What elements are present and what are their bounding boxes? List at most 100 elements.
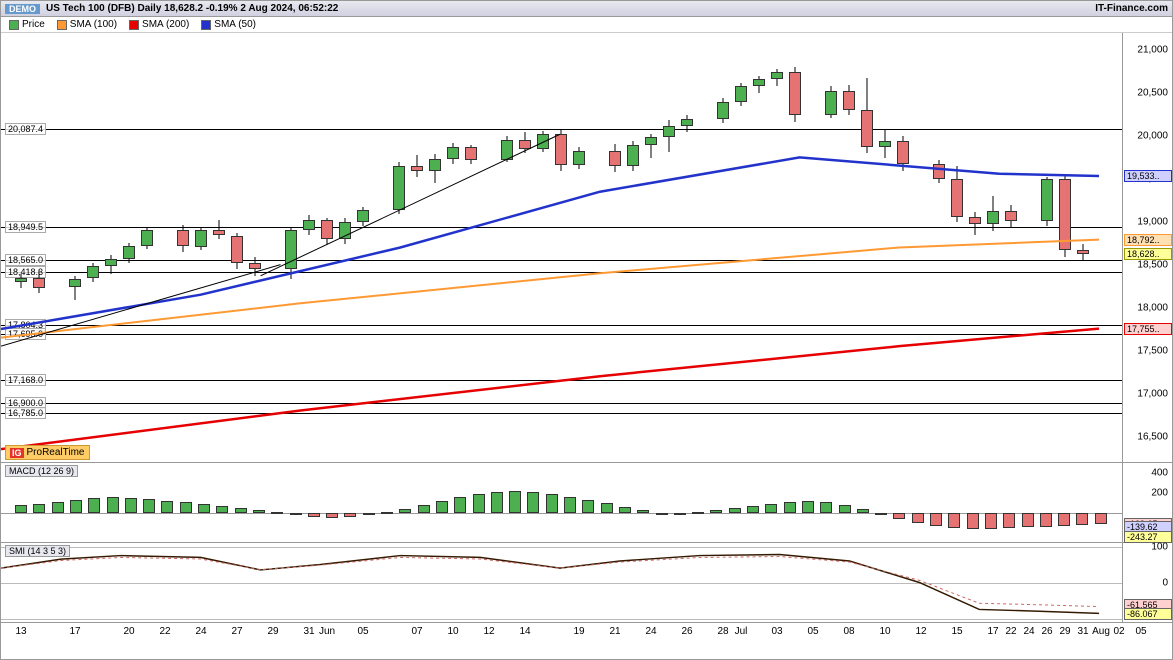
x-tick: Jul	[735, 626, 748, 637]
macd-bar	[1040, 513, 1052, 527]
macd-bar	[692, 512, 704, 514]
legend-sma50[interactable]: SMA (50)	[201, 19, 256, 30]
macd-bar	[875, 513, 887, 515]
macd-bar	[454, 497, 466, 513]
brand-label: IT-Finance.com	[1095, 3, 1168, 14]
macd-bar	[747, 506, 759, 513]
macd-bar	[125, 498, 137, 513]
x-tick: 12	[915, 626, 926, 637]
price-level-label: 18,418.3	[5, 266, 46, 278]
macd-bar	[15, 505, 27, 513]
horizontal-line	[1, 403, 1122, 404]
macd-bar	[271, 512, 283, 514]
x-tick: 29	[1059, 626, 1070, 637]
macd-bar	[216, 506, 228, 513]
x-tick: 10	[447, 626, 458, 637]
horizontal-line	[1, 227, 1122, 228]
legend-bar: Price SMA (100) SMA (200) SMA (50)	[1, 17, 1172, 33]
y-tick: 18,000	[1137, 303, 1168, 314]
y-tick: 17,500	[1137, 346, 1168, 357]
macd-bar	[948, 513, 960, 528]
price-level-label: 20,087.4	[5, 123, 46, 135]
x-tick: 20	[123, 626, 134, 637]
smi-y-axis: 0100-61.565-86.067	[1122, 543, 1172, 622]
macd-bar	[70, 500, 82, 513]
macd-bar	[88, 498, 100, 513]
demo-badge: DEMO	[5, 4, 40, 14]
x-tick: 02	[1113, 626, 1124, 637]
x-tick: 05	[807, 626, 818, 637]
x-tick: 13	[15, 626, 26, 637]
x-tick: 19	[573, 626, 584, 637]
legend-sma200[interactable]: SMA (200)	[129, 19, 189, 30]
macd-bar	[784, 502, 796, 513]
x-tick: 21	[609, 626, 620, 637]
macd-bar	[418, 505, 430, 513]
horizontal-line	[1, 334, 1122, 335]
macd-bar	[33, 504, 45, 513]
macd-panel[interactable]: MACD (12 26 9) 200400-109.65-139.62-243.…	[1, 463, 1172, 543]
x-tick: 08	[843, 626, 854, 637]
macd-bar	[985, 513, 997, 529]
price-chart[interactable]: 20,087.418,949.518,565.018,418.317,804.3…	[1, 33, 1172, 463]
macd-bar	[1003, 513, 1015, 528]
macd-bar	[363, 513, 375, 515]
macd-bar	[967, 513, 979, 529]
macd-bar	[161, 501, 173, 513]
y-tick: 20,000	[1137, 131, 1168, 142]
legend-sma100[interactable]: SMA (100)	[57, 19, 117, 30]
horizontal-line	[1, 413, 1122, 414]
x-tick: 26	[1041, 626, 1052, 637]
macd-bar	[637, 510, 649, 513]
smi-label: SMI (14 3 5 3)	[5, 545, 70, 557]
price-level-label: 18,565.0	[5, 254, 46, 266]
x-tick: 17	[987, 626, 998, 637]
legend-price[interactable]: Price	[9, 19, 45, 30]
y-tick: 20,500	[1137, 88, 1168, 99]
macd-bar	[656, 513, 668, 515]
y-tick: 100	[1151, 541, 1168, 552]
x-tick: 28	[717, 626, 728, 637]
prorealtime-badge: IG ProRealTime	[5, 445, 90, 460]
macd-y-axis: 200400-109.65-139.62-243.27	[1122, 463, 1172, 542]
x-tick: 24	[1023, 626, 1034, 637]
x-tick: 05	[1135, 626, 1146, 637]
y-tick: 200	[1151, 488, 1168, 499]
macd-bar	[546, 494, 558, 513]
macd-bar	[491, 492, 503, 513]
macd-bar	[729, 508, 741, 513]
axis-value-badge: 19,533..	[1124, 170, 1172, 182]
macd-bar	[290, 513, 302, 515]
macd-bar	[473, 494, 485, 513]
macd-bar	[107, 497, 119, 513]
chart-title: US Tech 100 (DFB) Daily 18,628.2 -0.19% …	[46, 3, 338, 14]
macd-bar	[527, 492, 539, 513]
price-y-axis: 16,50017,00017,50018,00018,50019,00019,5…	[1122, 33, 1172, 462]
axis-value-badge: 18,792..	[1124, 234, 1172, 246]
chart-container: DEMO US Tech 100 (DFB) Daily 18,628.2 -0…	[0, 0, 1173, 660]
smi-panel[interactable]: SMI (14 3 5 3) 0100-61.565-86.067	[1, 543, 1172, 623]
axis-value-badge: 17,755..	[1124, 323, 1172, 335]
macd-bar	[1076, 513, 1088, 525]
x-axis: 1317202224272931Jun05071012141921242628J…	[1, 623, 1172, 643]
macd-bar	[1022, 513, 1034, 527]
x-tick: 31	[1077, 626, 1088, 637]
price-level-label: 17,168.0	[5, 374, 46, 386]
y-tick: 400	[1151, 468, 1168, 479]
macd-bar	[235, 508, 247, 513]
y-tick: 17,000	[1137, 389, 1168, 400]
y-tick: 21,000	[1137, 45, 1168, 56]
macd-bar	[839, 505, 851, 513]
macd-bar	[582, 500, 594, 513]
chart-header: DEMO US Tech 100 (DFB) Daily 18,628.2 -0…	[1, 1, 1172, 17]
x-tick: 15	[951, 626, 962, 637]
macd-bar	[143, 499, 155, 513]
x-tick: 05	[357, 626, 368, 637]
x-tick: 29	[267, 626, 278, 637]
macd-bar	[820, 502, 832, 513]
horizontal-line	[1, 380, 1122, 381]
macd-bar	[344, 513, 356, 517]
macd-bar	[674, 513, 686, 515]
macd-bar	[1058, 513, 1070, 526]
price-level-label: 17,695.0	[5, 328, 46, 340]
